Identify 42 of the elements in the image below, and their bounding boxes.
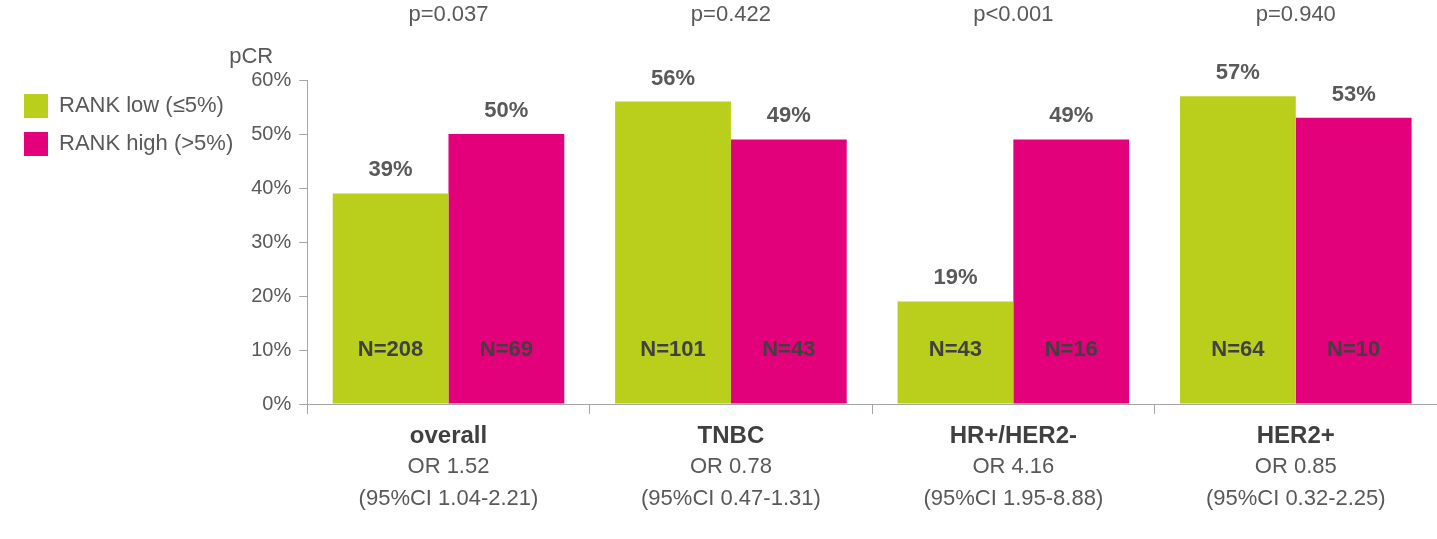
data-label: 39%	[368, 156, 413, 182]
y-tick-label: 20%	[251, 283, 292, 306]
y-tick-label: 50%	[251, 121, 292, 144]
text: p=0.422	[690, 1, 771, 27]
bar	[730, 139, 847, 404]
y-tick-label: 40%	[251, 175, 292, 198]
data-label: 49%	[766, 102, 811, 128]
bar	[332, 193, 449, 404]
x-tick-label: HER2+ OR 0.85 (95%CI 0.32-2.25)	[1205, 420, 1386, 511]
annotation: N=43	[762, 336, 816, 362]
data-label: 19%	[933, 264, 978, 290]
annotation: N=101	[640, 336, 706, 362]
text: p=0.037	[408, 1, 489, 27]
y-tick-label: 10%	[251, 337, 292, 360]
bar	[1179, 96, 1296, 404]
y-tick-label: 0%	[262, 391, 292, 414]
legend-label: RANK high (>5%)	[59, 130, 234, 156]
y-tick-label: 60%	[251, 67, 292, 90]
text: p=0.940	[1255, 1, 1336, 27]
data-label: 56%	[650, 64, 696, 90]
bar	[448, 134, 565, 404]
data-label: 53%	[1331, 80, 1376, 106]
data-label: 50%	[484, 97, 529, 123]
bar	[615, 101, 731, 404]
bar	[897, 301, 1014, 404]
data-label: 57%	[1215, 59, 1260, 85]
bar	[1295, 117, 1412, 404]
annotation: N=208	[357, 336, 424, 362]
annotation: N=69	[479, 336, 533, 362]
annotation: N=10	[1327, 336, 1381, 362]
bar	[1013, 139, 1130, 404]
annotation: N=16	[1044, 336, 1098, 362]
legend-label: RANK low (≤5%)	[59, 92, 224, 118]
x-tick-label: overall OR 1.52 (95%CI 1.04-2.21)	[358, 420, 539, 511]
annotation: N=43	[928, 336, 983, 362]
x-tick-label: TNBC OR 0.78 (95%CI 0.47-1.31)	[641, 420, 821, 511]
x-tick-label: HR+/HER2- OR 4.16 (95%CI 1.95-8.88)	[923, 420, 1104, 511]
annotation: N=64	[1211, 336, 1266, 362]
y-axis-title: pCR	[229, 43, 274, 69]
y-tick-label: 30%	[251, 229, 292, 252]
text: p<0.001	[973, 1, 1054, 27]
data-label: 49%	[1049, 102, 1094, 128]
